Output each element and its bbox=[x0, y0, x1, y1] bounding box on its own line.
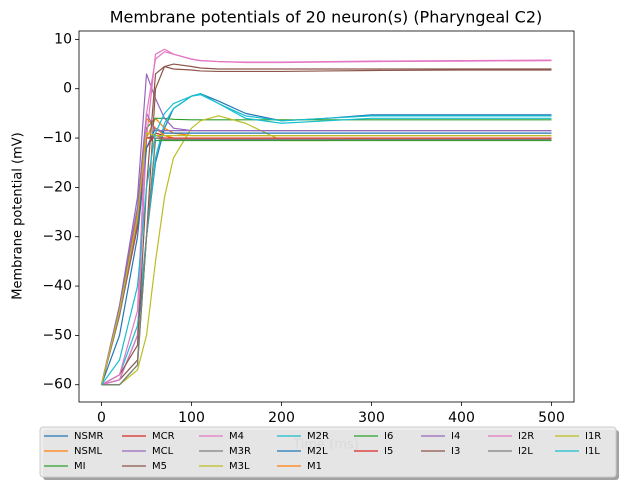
series-line bbox=[101, 48, 552, 386]
x-tick-label: 200 bbox=[268, 410, 295, 426]
series-line bbox=[101, 115, 552, 386]
y-tick-label: −20 bbox=[42, 179, 72, 195]
y-tick-label: 0 bbox=[63, 81, 72, 97]
plot-lines bbox=[100, 48, 552, 386]
y-tick-label: −30 bbox=[42, 229, 72, 245]
x-tick-label: 400 bbox=[448, 410, 475, 426]
legend-label: I1L bbox=[585, 446, 600, 457]
series-line bbox=[100, 112, 552, 385]
plot-frame bbox=[78, 30, 575, 403]
y-tick-label: −10 bbox=[42, 130, 72, 146]
x-tick-label: 0 bbox=[97, 410, 106, 426]
legend-label: I2L bbox=[518, 446, 533, 457]
series-line bbox=[100, 117, 552, 385]
x-tick-label: 500 bbox=[538, 410, 565, 426]
legend-label: MCR bbox=[152, 431, 175, 442]
legend-label: I1R bbox=[585, 431, 601, 442]
legend-label: MCL bbox=[152, 446, 174, 457]
legend-label: NSMR bbox=[74, 431, 103, 442]
legend-label: M2L bbox=[307, 446, 328, 457]
legend-label: I3 bbox=[451, 446, 460, 457]
legend-label: I5 bbox=[384, 446, 393, 457]
legend-label: M3R bbox=[229, 446, 251, 457]
series-line bbox=[100, 132, 552, 385]
legend-label: M1 bbox=[307, 461, 322, 472]
y-axis-label: Membrane potential (mV) bbox=[11, 132, 26, 299]
series-line bbox=[101, 51, 552, 386]
series-line bbox=[100, 127, 552, 385]
series-line bbox=[100, 117, 552, 385]
y-tick-label: −50 bbox=[42, 327, 72, 343]
legend-label: MI bbox=[74, 461, 86, 472]
y-tick-label: 10 bbox=[54, 31, 72, 47]
x-tick-label: 100 bbox=[178, 410, 205, 426]
y-tick-label: −40 bbox=[42, 278, 72, 294]
series-line bbox=[100, 134, 552, 385]
series-line bbox=[101, 63, 552, 386]
legend-label: M4 bbox=[229, 431, 244, 442]
legend-label: NSML bbox=[74, 446, 102, 457]
series-line bbox=[100, 132, 552, 385]
x-tick-label: 300 bbox=[358, 410, 385, 426]
legend-label: I4 bbox=[451, 431, 460, 442]
legend-label: M3L bbox=[229, 461, 250, 472]
series-line bbox=[101, 137, 552, 386]
y-tick-label: −60 bbox=[42, 377, 72, 393]
series-line bbox=[101, 65, 552, 386]
legend-label: I2R bbox=[518, 431, 534, 442]
legend: NSMR NSML MI MCR MCL M5 M4 M3R M3L M2R M2L M1 I6 I5 I4… bbox=[44, 431, 601, 472]
legend-box bbox=[39, 426, 617, 478]
legend-label: M5 bbox=[152, 461, 167, 472]
chart-title: Membrane potentials of 20 neuron(s) (Pha… bbox=[110, 8, 543, 27]
series-line bbox=[101, 94, 552, 386]
series-line bbox=[100, 117, 552, 385]
legend-label: M2R bbox=[307, 431, 329, 442]
legend-label: I6 bbox=[384, 431, 393, 442]
